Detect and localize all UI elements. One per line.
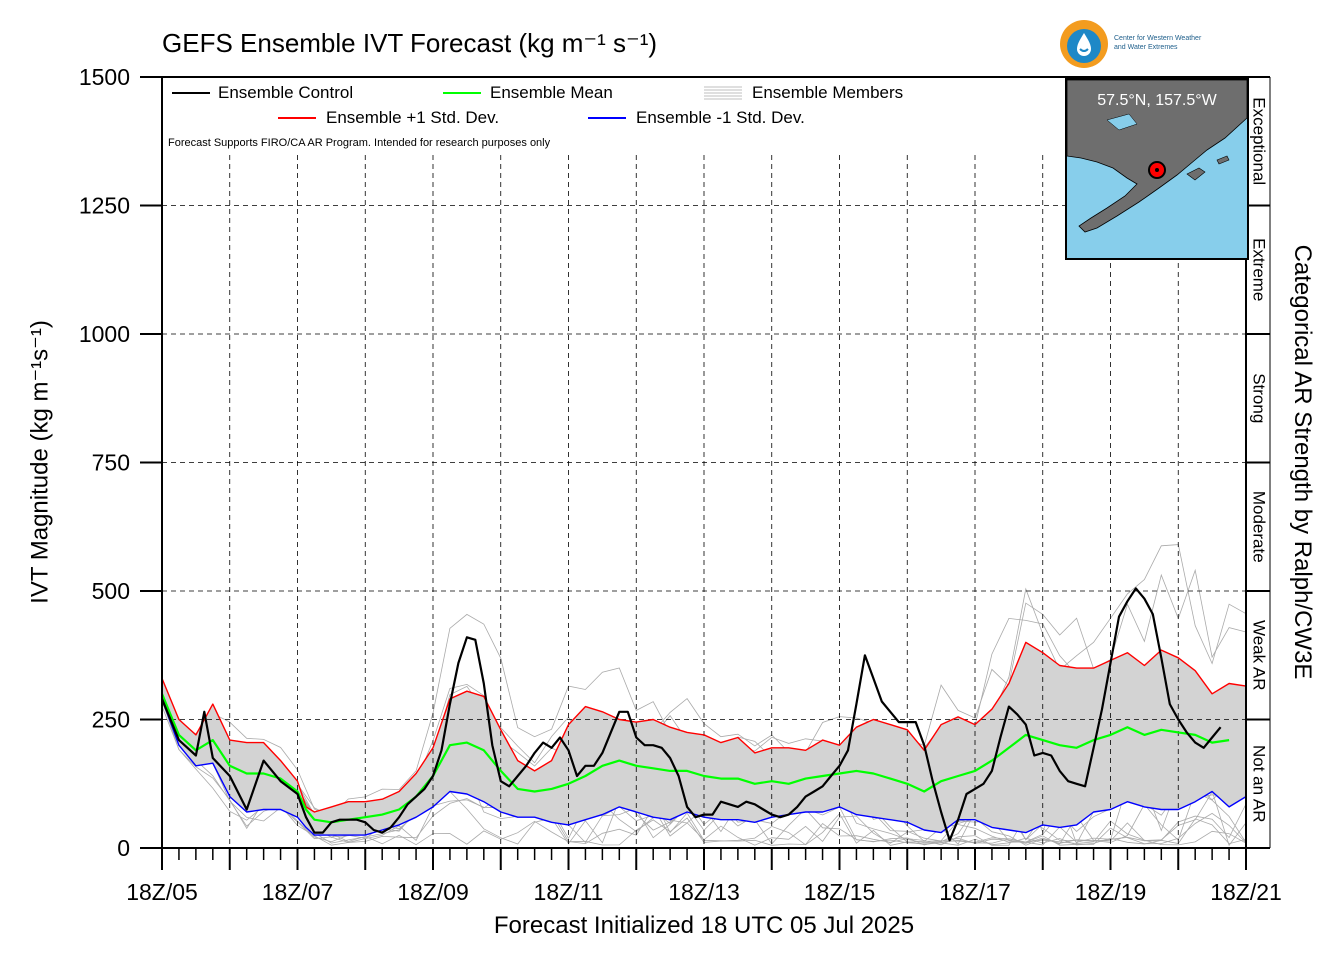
x-tick-label: 18Z/11 bbox=[534, 879, 604, 905]
x-tick-label: 18Z/19 bbox=[1075, 879, 1147, 905]
y-tick-label: 750 bbox=[92, 450, 130, 476]
category-label: Exceptional bbox=[1250, 97, 1269, 185]
x-tick-label: 18Z/07 bbox=[262, 879, 334, 905]
legend-mean: Ensemble Mean bbox=[490, 83, 613, 102]
series-minus-std-line bbox=[161, 698, 1247, 836]
legend-control: Ensemble Control bbox=[218, 83, 354, 102]
logo-line-1: Center for Western Weather bbox=[1114, 35, 1202, 42]
ar-categories: Not an AR Weak AR Moderate Strong Extreme Exc… bbox=[1246, 76, 1271, 849]
y-tick-label: 500 bbox=[92, 578, 130, 604]
alaska-map bbox=[1067, 80, 1247, 233]
x-tick-label: 18Z/15 bbox=[804, 879, 876, 905]
x-tick-label: 18Z/05 bbox=[126, 879, 198, 905]
series-lines bbox=[160, 587, 1247, 842]
chart-title: GEFS Ensemble IVT Forecast (kg m⁻¹ s⁻¹) bbox=[162, 28, 658, 58]
island bbox=[1216, 155, 1230, 165]
legend-swatches bbox=[172, 86, 742, 119]
lake bbox=[1106, 113, 1138, 131]
category-label: Moderate bbox=[1250, 491, 1269, 563]
y-tick-label: 1500 bbox=[79, 64, 130, 90]
disclaimer-note: Forecast Supports FIRO/CA AR Program. In… bbox=[168, 137, 551, 149]
x-tick-label: 18Z/21 bbox=[1210, 879, 1282, 905]
water-drop-icon bbox=[1060, 20, 1108, 68]
legend-plus-std: Ensemble +1 Std. Dev. bbox=[326, 108, 500, 127]
category-label: Extreme bbox=[1250, 238, 1269, 301]
x-axis-label: Forecast Initialized 18 UTC 05 Jul 2025 bbox=[493, 912, 915, 939]
y-tick-label: 1000 bbox=[79, 321, 130, 347]
location-map: 57.5°N, 157.5°W bbox=[1065, 78, 1249, 260]
category-label: Weak AR bbox=[1250, 620, 1269, 691]
legend-minus-std: Ensemble -1 Std. Dev. bbox=[636, 108, 805, 127]
island bbox=[1186, 167, 1206, 181]
series-mean-line bbox=[160, 693, 1230, 824]
category-label: Not an AR bbox=[1250, 745, 1269, 823]
x-tick-label: 18Z/13 bbox=[668, 879, 740, 905]
x-tick-label: 18Z/09 bbox=[397, 879, 469, 905]
cw3e-logo: Center for Western Weather and Water Ext… bbox=[1058, 18, 1248, 72]
y-tick-label: 1250 bbox=[79, 193, 130, 219]
map-location-label: 57.5°N, 157.5°W bbox=[1097, 92, 1217, 109]
tick-labels: 0 250 500 750 1000 1250 1500 18Z/05 18Z/07 18Z/09… bbox=[79, 64, 1282, 905]
legend-members: Ensemble Members bbox=[752, 83, 904, 102]
logo-line-2: and Water Extremes bbox=[1114, 44, 1178, 51]
series-plus-std-line bbox=[161, 641, 1247, 813]
category-label: Strong bbox=[1250, 373, 1269, 423]
land-mass bbox=[1067, 80, 1247, 233]
series-control-line bbox=[160, 587, 1222, 842]
y-tick-label: 250 bbox=[92, 707, 130, 733]
x-tick-label: 18Z/17 bbox=[939, 879, 1011, 905]
grid bbox=[162, 155, 1246, 848]
y-tick-label: 0 bbox=[117, 835, 130, 861]
